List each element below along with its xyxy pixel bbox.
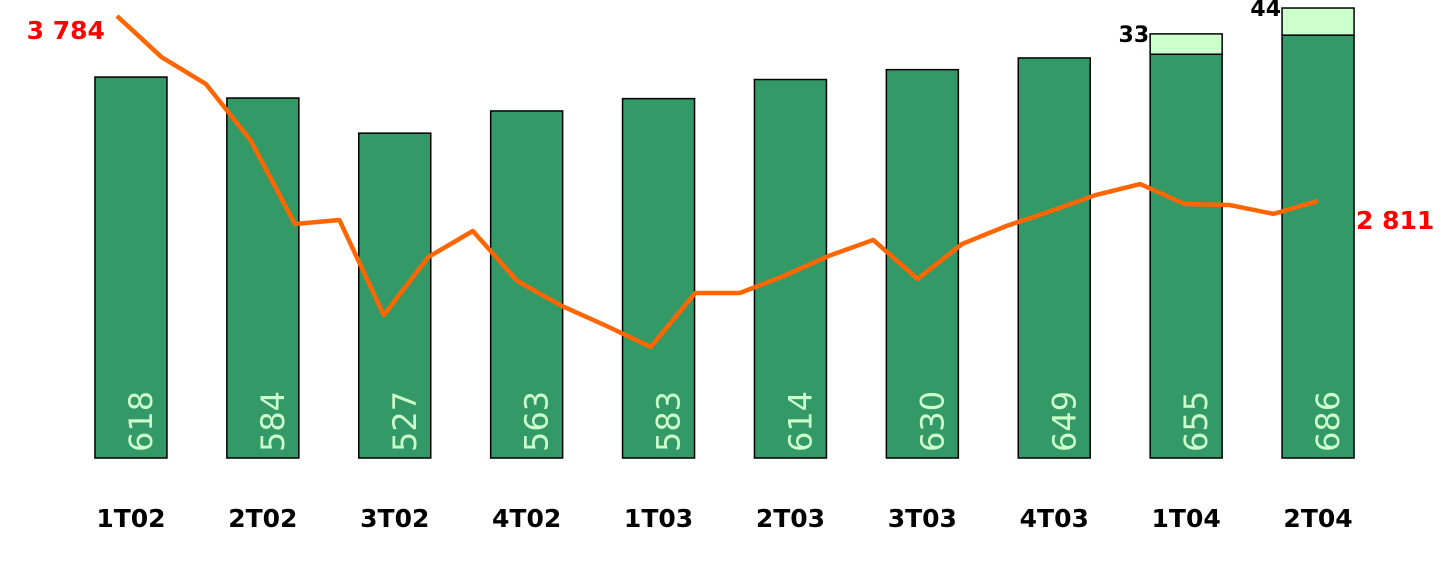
bar-value-label: 686 — [1309, 391, 1347, 452]
x-tick-label: 3T02 — [360, 504, 429, 533]
line-value-label: 3 784 — [27, 16, 105, 45]
x-tick-label: 1T03 — [624, 504, 693, 533]
line-value-label: 2 811 — [1356, 206, 1434, 235]
bar-value-label: 527 — [386, 391, 424, 452]
bar-segment — [1149, 33, 1223, 55]
x-tick-label: 2T04 — [1283, 504, 1352, 533]
x-tick-label: 4T03 — [1020, 504, 1089, 533]
bar-value-label: 584 — [254, 391, 292, 452]
bar-value-label: 649 — [1045, 391, 1083, 452]
bar-value-label: 583 — [650, 391, 688, 452]
x-tick-label: 4T02 — [492, 504, 561, 533]
x-tick-label: 2T02 — [228, 504, 297, 533]
bar-value-label: 655 — [1177, 391, 1215, 452]
bar-segment — [1281, 34, 1355, 459]
bar-segment — [226, 97, 300, 459]
bar-segment — [94, 76, 168, 459]
x-tick-label: 1T04 — [1152, 504, 1221, 533]
bar-value-label: 563 — [518, 391, 556, 452]
bar-segment — [753, 78, 828, 459]
bar-value-label: 614 — [781, 391, 819, 452]
bar-segment — [1017, 57, 1091, 459]
bar-segment — [1281, 7, 1355, 36]
bar-value-label: 44 — [1250, 0, 1281, 22]
x-tick-label: 3T03 — [888, 504, 957, 533]
bar-value-label: 618 — [122, 391, 160, 452]
bar-segment — [621, 97, 696, 459]
bar-segment — [1149, 53, 1223, 459]
line — [115, 14, 1319, 350]
bar-value-label: 630 — [913, 391, 951, 452]
bar-value-label: 33 — [1119, 23, 1150, 48]
x-tick-label: 1T02 — [96, 504, 165, 533]
x-tick-label: 2T03 — [756, 504, 825, 533]
bar-segment — [358, 132, 432, 459]
